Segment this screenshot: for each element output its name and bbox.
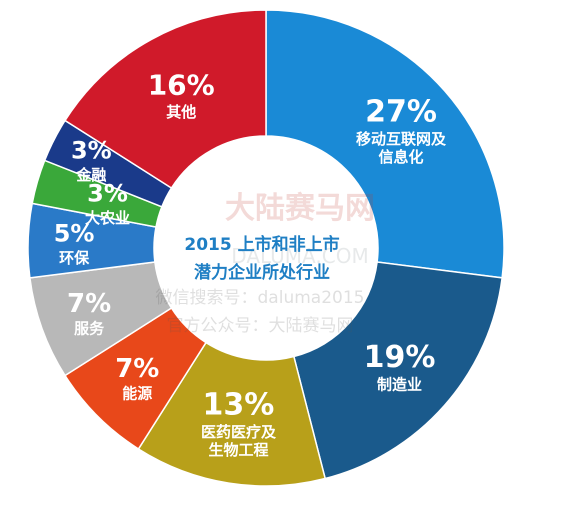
slice-category-label-2-1: 生物工程: [208, 441, 268, 459]
slice-percent-label-6: 3%: [87, 179, 128, 207]
slice-category-label-0-1: 信息化: [379, 148, 424, 166]
slice-percent-label-1: 19%: [364, 340, 436, 375]
slice-percent-label-7: 3%: [71, 136, 112, 164]
slice-category-label-4-0: 服务: [74, 320, 105, 338]
watermark-line2: 官方公众号：大陆赛马网: [167, 315, 354, 336]
slice-0: [265, 9, 505, 279]
slice-category-label-1-0: 制造业: [377, 376, 422, 394]
slice-category-label-5-0: 环保: [59, 249, 90, 267]
slice-percent-label-4: 7%: [67, 289, 111, 319]
watermark-line1: 微信搜索号：daluma2015: [156, 288, 365, 308]
chart-title-line-2: 潜力企业所处行业: [194, 262, 330, 283]
slice-percent-label-2: 13%: [203, 387, 275, 422]
slice-category-label-3-0: 能源: [122, 385, 152, 403]
chart-title-line-1: 2015 上市和非上市: [184, 234, 339, 255]
donut-hole: [154, 136, 378, 360]
slice-category-label-6-0: 大农业: [85, 209, 130, 227]
watermark-brand: 大陆赛马网: [225, 191, 375, 226]
slice-percent-label-3: 7%: [115, 354, 159, 384]
slices-group: [27, 9, 505, 487]
slice-category-label-8-0: 其他: [166, 103, 196, 121]
slice-percent-label-0: 27%: [365, 94, 437, 129]
labels-group: 27%移动互联网及信息化19%制造业13%医药医疗及生物工程7%能源7%服务5%…: [54, 69, 447, 459]
slice-percent-label-8: 16%: [148, 69, 215, 102]
slice-category-label-7-0: 金融: [75, 166, 106, 184]
slice-category-label-0-0: 移动互联网及: [356, 130, 447, 148]
slice-category-label-2-0: 医药医疗及: [201, 423, 277, 441]
watermark: 大陆赛马网 DALUMA.COM 微信搜索号：daluma2015 官方公众号：…: [156, 191, 375, 336]
slice-percent-label-5: 5%: [54, 219, 95, 247]
watermark-domain: DALUMA.COM: [231, 244, 368, 268]
